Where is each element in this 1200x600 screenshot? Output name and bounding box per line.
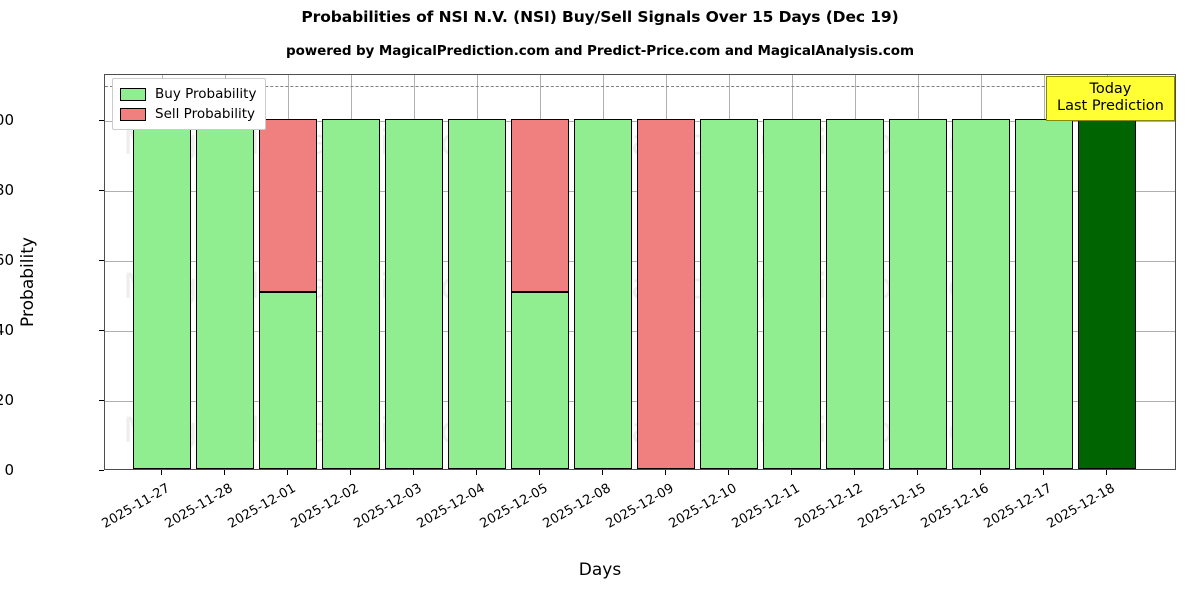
today-label-line1: Today <box>1089 81 1132 97</box>
x-axis-tick-mark <box>412 470 414 475</box>
y-axis-tick-label: 80 <box>0 180 14 199</box>
bar-group[interactable] <box>196 75 254 469</box>
bar-group[interactable] <box>511 75 569 469</box>
x-axis-tick-mark <box>1105 470 1107 475</box>
plot-area: MagicalAnalysis.comMagicalPrediction.com… <box>104 74 1176 470</box>
bar-segment-buy[interactable] <box>889 118 947 469</box>
y-axis-tick-label: 40 <box>0 320 14 339</box>
bar-segment-sell[interactable] <box>259 118 317 293</box>
bar-segment-buy[interactable] <box>448 118 506 469</box>
bar-segment-buy[interactable] <box>196 118 254 469</box>
y-axis-tick-mark <box>99 329 104 331</box>
bar-group[interactable] <box>1078 75 1136 469</box>
chart-subtitle: powered by MagicalPrediction.com and Pre… <box>286 43 914 59</box>
bar-segment-buy[interactable] <box>763 118 821 469</box>
y-axis-tick-mark <box>99 189 104 191</box>
x-axis-tick-mark <box>475 470 477 475</box>
bar-segment-buy[interactable] <box>385 118 443 469</box>
y-axis-tick-mark <box>99 259 104 261</box>
legend-item[interactable]: Buy Probability <box>120 84 256 104</box>
y-axis-tick-label: 20 <box>0 390 14 409</box>
y-axis-tick-mark <box>99 470 104 471</box>
x-axis-tick-mark <box>286 470 288 475</box>
chart-title: Probabilities of NSI N.V. (NSI) Buy/Sell… <box>301 8 899 26</box>
bar-segment-buy[interactable] <box>322 118 380 469</box>
bar-group[interactable] <box>259 75 317 469</box>
bar-segment-buy[interactable] <box>574 118 632 469</box>
today-label-line2: Last Prediction <box>1057 98 1164 115</box>
y-axis-tick-label: 60 <box>0 250 14 269</box>
x-axis-tick-mark <box>790 470 792 475</box>
bar-segment-sell[interactable] <box>511 118 569 293</box>
bar-group[interactable] <box>322 75 380 469</box>
bar-group[interactable] <box>889 75 947 469</box>
bar-segment-buy[interactable] <box>700 118 758 469</box>
legend-swatch-icon <box>120 107 146 121</box>
bar-group[interactable] <box>637 75 695 469</box>
bar-segment-buy[interactable] <box>1015 118 1073 469</box>
bar-segment-sell[interactable] <box>637 118 695 469</box>
x-axis-tick-mark <box>349 470 351 475</box>
bar-segment-buy[interactable] <box>826 118 884 469</box>
x-axis-label: Days <box>578 560 622 580</box>
x-axis-tick-mark <box>223 470 225 475</box>
x-axis-tick-mark <box>664 470 666 475</box>
bar-group[interactable] <box>574 75 632 469</box>
bar-group[interactable] <box>700 75 758 469</box>
chart-legend: Buy Probability Sell Probability <box>112 78 267 130</box>
x-axis-tick-mark <box>727 470 729 475</box>
bar-segment-buy[interactable] <box>133 118 191 469</box>
x-axis-tick-mark <box>853 470 855 475</box>
bar-group[interactable] <box>385 75 443 469</box>
x-axis-tick-mark <box>601 470 603 475</box>
bar-group[interactable] <box>952 75 1010 469</box>
x-axis-tick-mark <box>1042 470 1044 475</box>
bar-group[interactable] <box>826 75 884 469</box>
y-axis-label: Probability <box>18 237 38 327</box>
bar-group[interactable] <box>133 75 191 469</box>
bar-group[interactable] <box>763 75 821 469</box>
bar-segment-today[interactable] <box>1078 118 1136 469</box>
legend-item-label: Buy Probability <box>155 86 257 102</box>
legend-item[interactable]: Sell Probability <box>120 104 256 124</box>
y-axis-tick-mark <box>99 399 104 401</box>
reference-line <box>105 85 1175 87</box>
today-annotation: Today Last Prediction <box>1046 76 1175 122</box>
y-axis-tick-mark <box>99 119 104 121</box>
bar-segment-buy[interactable] <box>511 292 569 469</box>
legend-swatch-icon <box>120 87 146 101</box>
bar-segment-buy[interactable] <box>259 292 317 469</box>
legend-item-label: Sell Probability <box>155 106 256 122</box>
bar-group[interactable] <box>1015 75 1073 469</box>
bar-segment-buy[interactable] <box>952 118 1010 469</box>
y-axis-tick-label: 100 <box>0 110 14 129</box>
x-axis-tick-mark <box>916 470 918 475</box>
bar-group[interactable] <box>448 75 506 469</box>
y-axis-tick-label: 0 <box>4 461 14 479</box>
x-axis-tick-mark <box>979 470 981 475</box>
x-axis-tick-mark <box>160 470 162 475</box>
x-axis-tick-mark <box>538 470 540 475</box>
